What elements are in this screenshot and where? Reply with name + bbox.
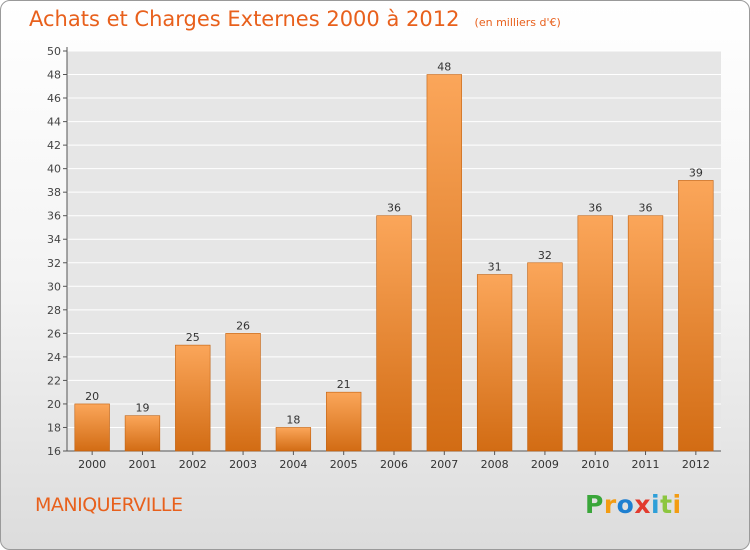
data-label-2003: 26 [236,319,250,332]
y-tick-label: 42 [47,139,61,152]
y-tick-label: 22 [47,374,61,387]
bar-2006 [376,215,412,452]
x-tick-label: 2008 [481,458,509,471]
bar-2009 [527,262,563,452]
y-tick-label: 44 [47,116,61,129]
x-tick-label: 2012 [682,458,710,471]
y-tick-label: 46 [47,92,61,105]
brand-letter: P [585,490,604,519]
chart-title: Achats et Charges Externes 2000 à 2012 [29,7,460,31]
bar-2007 [426,74,462,452]
bar-2001 [124,415,161,452]
bar-2000 [74,403,110,452]
chart-title-block: Achats et Charges Externes 2000 à 2012 (… [29,7,561,31]
brand-letter: o [616,490,635,519]
bar-2011 [627,215,664,452]
bar-2012 [678,180,714,452]
brand-letter: x [634,490,651,519]
y-tick-label: 32 [47,257,61,270]
bar-2002 [175,344,211,452]
y-tick-label: 50 [47,45,61,58]
bar-2004 [275,427,312,452]
y-tick-label: 48 [47,69,61,82]
bar-2008 [476,274,513,452]
y-tick-label: 26 [47,327,61,340]
x-tick-label: 2005 [330,458,358,471]
brand-letter: i [651,490,661,519]
brand-letter: i [672,490,682,519]
x-tick-label: 2003 [229,458,257,471]
data-label-2010: 36 [588,202,602,215]
brand-logo: Proxiti [585,490,682,519]
data-label-2009: 32 [538,249,552,262]
data-label-2000: 20 [85,390,99,403]
y-tick-label: 40 [47,163,61,176]
x-tick-label: 2009 [531,458,559,471]
chart-subtitle: (en milliers d'€) [474,16,561,29]
data-labels: 20 19 25 26 18 21 36 48 31 32 36 36 39 [85,61,703,427]
y-tick-label: 16 [47,445,61,458]
y-tick-label: 30 [47,280,61,293]
x-tick-label: 2007 [430,458,458,471]
x-tick-label: 2006 [380,458,408,471]
commune-name: MANIQUERVILLE [35,494,183,516]
x-tick-label: 2011 [632,458,660,471]
x-tick-label: 2010 [581,458,609,471]
x-tick-label: 2001 [128,458,156,471]
bar-2005 [326,391,362,452]
axes: 16 18 20 22 24 26 28 30 32 34 36 38 40 42 44 46 48 50 2000… [47,45,721,471]
y-tick-label: 28 [47,304,61,317]
brand-letter: r [603,490,617,519]
y-tick-label: 24 [47,351,61,364]
data-label-2007: 48 [437,61,451,74]
y-tick-label: 34 [47,233,61,246]
bar-2003 [225,333,261,452]
y-tick-label: 18 [47,421,61,434]
data-label-2006: 36 [387,202,401,215]
data-label-2004: 18 [286,413,300,426]
data-label-2005: 21 [337,378,351,391]
data-label-2011: 36 [639,202,653,215]
bar-2010 [577,215,613,452]
x-tick-label: 2000 [78,458,106,471]
data-label-2008: 31 [488,261,502,274]
y-tick-label: 36 [47,210,61,223]
bars [74,74,714,452]
y-tick-label: 20 [47,398,61,411]
x-tick-label: 2004 [279,458,307,471]
data-label-2002: 25 [186,331,200,344]
data-label-2001: 19 [135,402,149,415]
y-tick-label: 38 [47,186,61,199]
brand-letter: t [660,490,673,519]
x-tick-label: 2002 [179,458,207,471]
data-label-2012: 39 [689,166,703,179]
